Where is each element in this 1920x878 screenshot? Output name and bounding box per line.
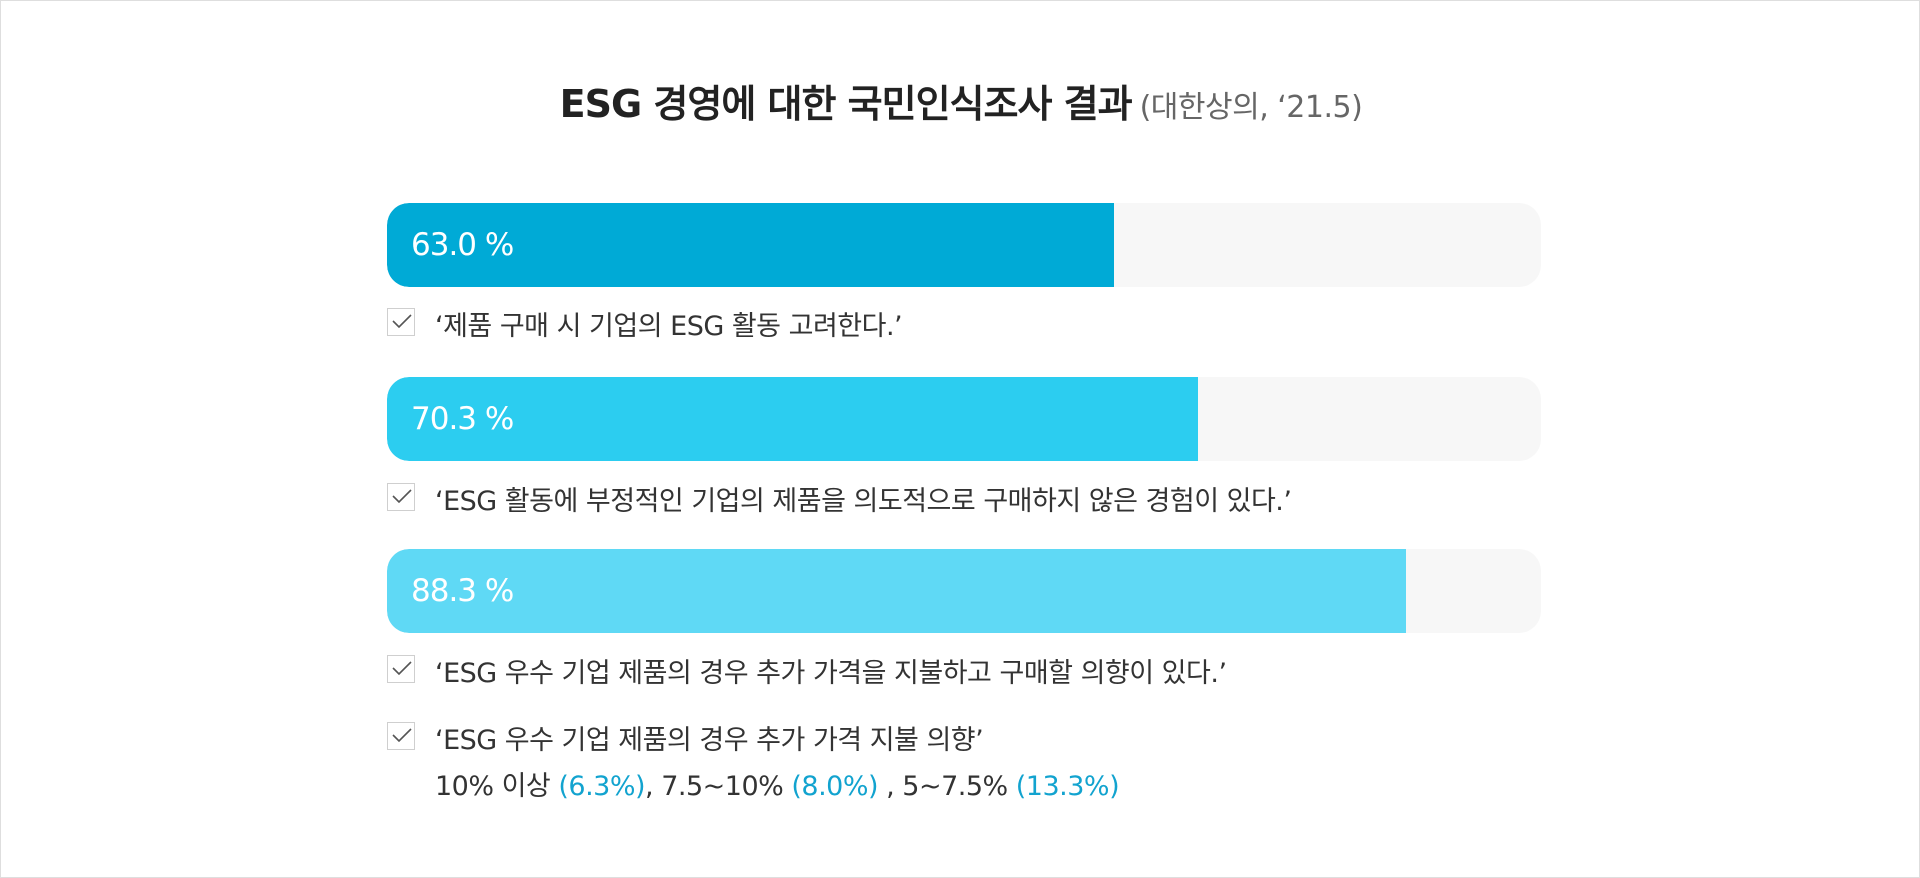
note-breakdown: 10% 이상 (6.3%), 7.5~10% (8.0%) , 5~7.5% (… — [435, 764, 1120, 803]
breakdown-value-1: (6.3%) — [558, 771, 646, 802]
breakdown-range-1: 10% 이상 — [435, 771, 559, 802]
statement-text-1: ‘제품 구매 시 기업의 ESG 활동 고려한다.’ — [435, 311, 903, 342]
bar-fill-3 — [387, 549, 1406, 633]
chart-title-row: ESG 경영에 대한 국민인식조사 결과 (대한상의, ‘21.5) — [1, 73, 1920, 128]
bar-value-label-3: 88.3 % — [411, 573, 514, 609]
bar-track-2: 70.3 % — [387, 377, 1541, 461]
bar-value-label-1: 63.0 % — [411, 227, 514, 263]
breakdown-sep-2: , — [878, 771, 903, 802]
breakdown-value-3: (13.3%) — [1015, 771, 1120, 802]
check-icon — [392, 661, 412, 676]
note-statement: ‘ESG 우수 기업 제품의 경우 추가 가격 지불 의향’ — [435, 725, 984, 756]
breakdown-range-2: 7.5~10% — [661, 771, 792, 802]
breakdown-sep-1: , — [645, 771, 662, 802]
checkbox-1 — [387, 308, 415, 336]
bar-track-1: 63.0 % — [387, 203, 1541, 287]
checkbox-4 — [387, 722, 415, 750]
breakdown-range-3: 5~7.5% — [902, 771, 1016, 802]
check-icon — [392, 728, 412, 743]
bar-track-3: 88.3 % — [387, 549, 1541, 633]
statement-text-3: ‘ESG 우수 기업 제품의 경우 추가 가격을 지불하고 구매할 의향이 있다… — [435, 658, 1227, 689]
bar-fill-2 — [387, 377, 1199, 461]
bar-fill-1 — [387, 203, 1115, 287]
checkbox-3 — [387, 655, 415, 683]
statement-text-2: ‘ESG 활동에 부정적인 기업의 제품을 의도적으로 구매하지 않은 경험이 … — [435, 486, 1292, 517]
breakdown-value-2: (8.0%) — [791, 771, 879, 802]
bar-value-label-2: 70.3 % — [411, 401, 514, 437]
checkbox-2 — [387, 483, 415, 511]
chart-source: (대한상의, ‘21.5) — [1139, 90, 1363, 125]
check-icon — [392, 314, 412, 329]
check-icon — [392, 489, 412, 504]
chart-title: ESG 경영에 대한 국민인식조사 결과 — [559, 82, 1133, 126]
